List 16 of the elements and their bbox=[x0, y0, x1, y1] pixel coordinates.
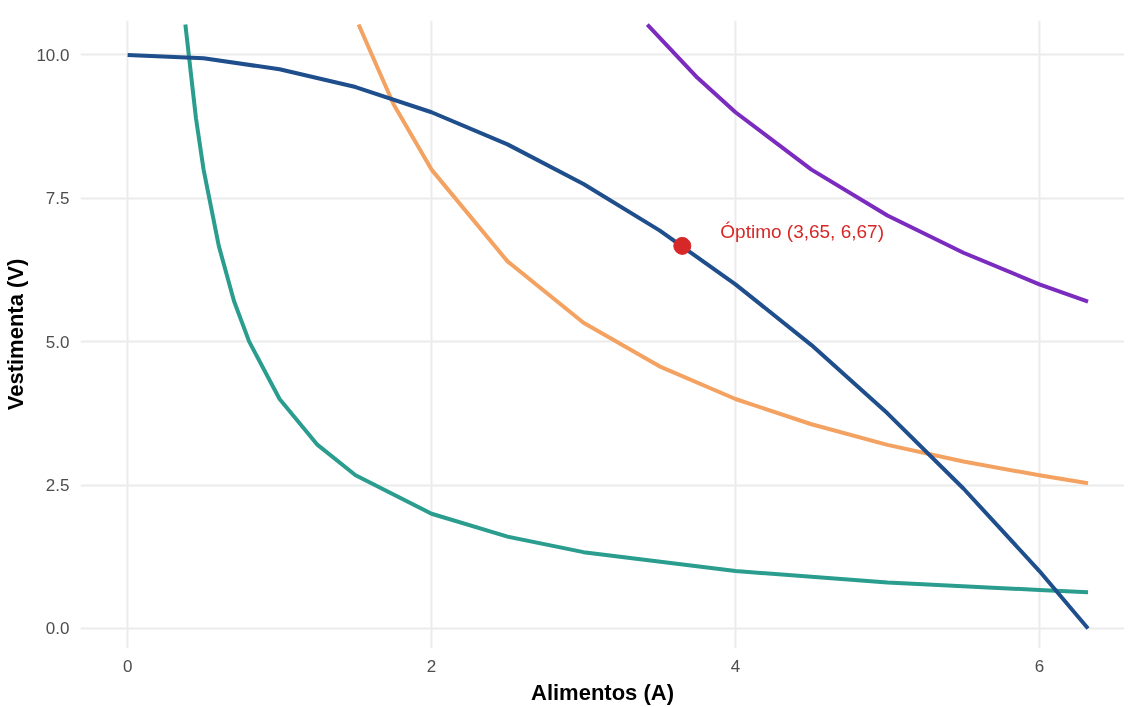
line-series bbox=[183, 22, 1091, 595]
x-tick-label: 6 bbox=[1034, 656, 1045, 676]
y-tick-label: 5.0 bbox=[45, 332, 70, 352]
x-tick-label: 4 bbox=[730, 656, 741, 676]
y-tick-label: 2.5 bbox=[45, 476, 70, 496]
y-axis-title: Vestimenta (V) bbox=[3, 258, 29, 411]
line-series bbox=[645, 22, 1091, 304]
annotation: Óptimo (3,65, 6,67) bbox=[720, 220, 884, 242]
y-tick-label: 7.5 bbox=[45, 189, 70, 209]
x-tick-label: 0 bbox=[122, 656, 133, 676]
line-series bbox=[125, 52, 1091, 631]
x-axis-title: Alimentos (A) bbox=[531, 679, 674, 705]
x-tick-label: 2 bbox=[426, 656, 437, 676]
line-series bbox=[356, 22, 1091, 486]
y-tick-label: 10.0 bbox=[36, 45, 70, 65]
y-tick-label: 0.0 bbox=[45, 619, 70, 639]
